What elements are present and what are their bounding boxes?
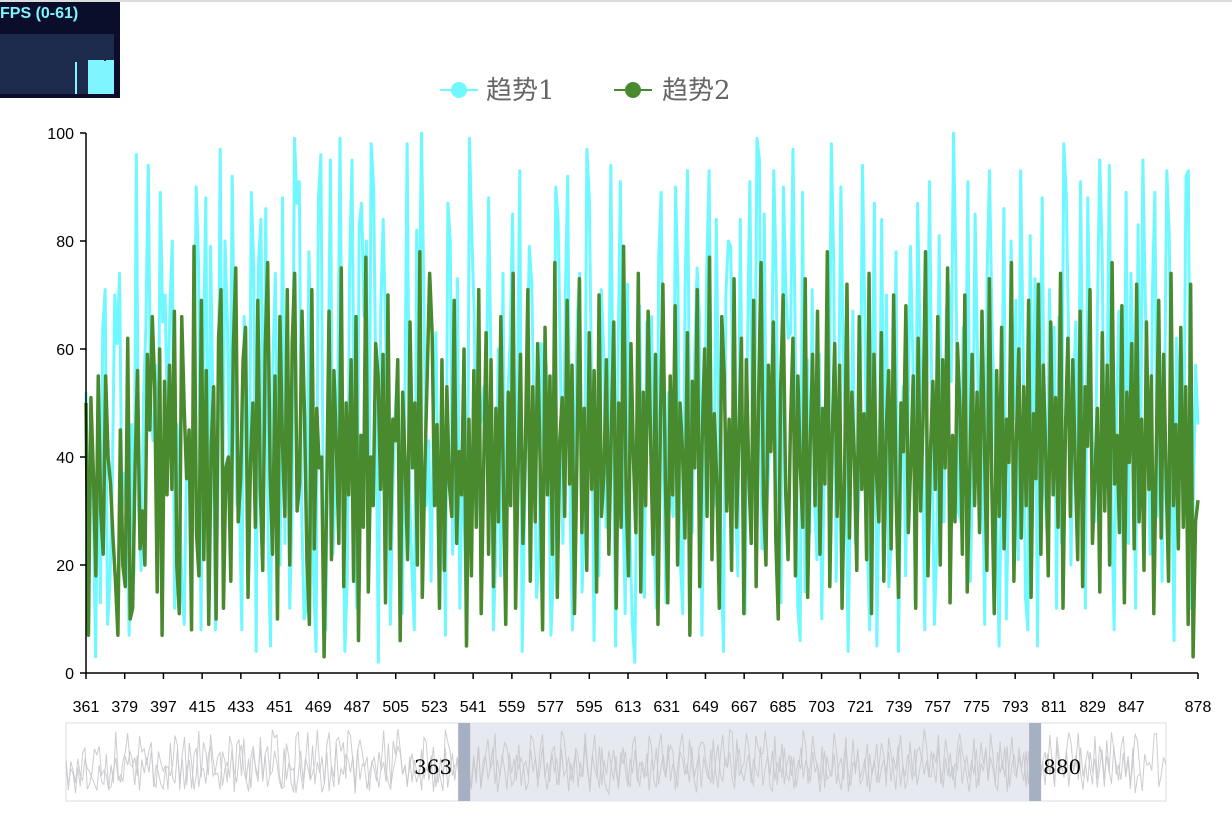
legend-marker [451,82,467,98]
zoom-handle-left[interactable] [458,723,471,801]
legend-item[interactable]: 趋势2 [614,76,731,106]
fps-bar [98,60,101,94]
x-tick-label: 505 [382,699,409,716]
x-tick-label: 469 [305,699,332,716]
x-tick-label: 433 [228,699,255,716]
fps-bar [103,61,106,94]
x-tick-label: 397 [150,699,177,716]
x-tick-label: 487 [344,699,371,716]
fps-bar [90,60,94,94]
y-tick-label: 60 [56,342,74,359]
zoom-start-label: 363 [414,755,452,779]
fps-bar [93,60,96,94]
x-tick-label: 878 [1185,699,1212,716]
y-tick-label: 0 [65,666,74,683]
x-tick-label: 613 [615,699,642,716]
y-tick-label: 80 [56,234,74,251]
x-tick-label: 595 [576,699,603,716]
x-tick-label: 703 [808,699,835,716]
x-tick-label: 577 [537,699,564,716]
x-tick-label: 667 [731,699,758,716]
x-tick-label: 721 [847,699,874,716]
series-layer [84,131,1200,664]
legend: 趋势1 趋势2 [440,76,731,106]
fps-bar [105,60,109,94]
x-tick-label: 631 [653,699,680,716]
x-tick-label: 793 [1002,699,1029,716]
x-tick-label: 757 [924,699,951,716]
axes-layer: 0 20 40 60 80 100 361 379 397 415 433 451 469 487 505 5… [47,126,1211,716]
data-zoom-slider[interactable]: 363 880 [65,722,1167,802]
y-tick-label: 40 [56,450,74,467]
x-tick-label: 379 [111,699,138,716]
fps-bar [88,60,91,94]
x-tick-label: 649 [692,699,719,716]
y-tick-label: 20 [56,558,74,575]
x-tick-label: 739 [886,699,913,716]
x-tick-label: 847 [1118,699,1145,716]
fps-bar [108,60,111,94]
x-tick-label: 811 [1041,699,1067,716]
x-tick-label: 523 [421,699,448,716]
x-tick-label: 685 [770,699,797,716]
zoom-end-label: 880 [1043,755,1081,779]
series-line [84,244,1200,659]
x-tick-label: 559 [499,699,526,716]
legend-marker [625,82,641,98]
legend-label: 趋势1 [486,76,555,106]
zoom-preview-line [65,728,1167,796]
y-tick-label: 100 [47,126,74,143]
top-border [0,0,1232,2]
zoom-preview-line [65,742,1141,794]
x-tick-label: 541 [460,699,487,716]
fps-monitor: FPS (0-61) [0,2,120,98]
fps-bar [75,62,77,94]
fps-label: FPS (0-61) [0,5,79,22]
fps-bar [110,60,114,94]
x-tick-label: 415 [189,699,216,716]
x-tick-label: 829 [1079,699,1106,716]
x-tick-label: 775 [963,699,990,716]
x-tick-label: 451 [266,699,293,716]
fps-graph [0,34,114,94]
fps-bar [95,60,99,94]
x-tick-label: 361 [73,699,100,716]
legend-item[interactable]: 趋势1 [440,76,555,106]
fps-bar [100,60,104,94]
zoom-handle-right[interactable] [1029,723,1042,801]
legend-label: 趋势2 [662,76,731,106]
